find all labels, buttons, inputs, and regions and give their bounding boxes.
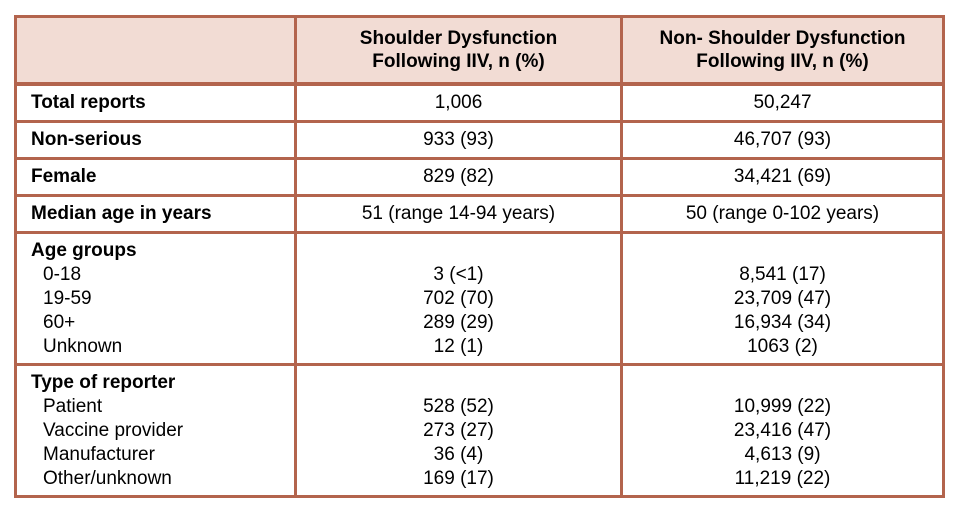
reporter-types-nsd-values: 10,999 (22) 23,416 (47) 4,613 (9) 11,219… <box>620 363 945 498</box>
reporter-type-nsd: 23,416 (47) <box>733 420 832 441</box>
age-groups-labels: Age groups 0-18 19-59 60+ Unknown <box>14 231 297 366</box>
age-group-sd: 12 (1) <box>433 336 484 357</box>
age-group-sd: 289 (29) <box>423 312 494 333</box>
row-label: Total reports <box>14 82 297 123</box>
table-row: Median age in years 51 (range 14-94 year… <box>14 194 945 234</box>
row-value-nsd: 50 (range 0-102 years) <box>620 194 945 234</box>
age-groups-nsd-values: 8,541 (17) 23,709 (47) 16,934 (34) 1063 … <box>620 231 945 366</box>
row-value-sd: 1,006 <box>294 82 623 123</box>
age-group-nsd: 1063 (2) <box>747 336 818 357</box>
table-row: Non-serious 933 (93) 46,707 (93) <box>14 120 945 160</box>
header-col2-line1: Shoulder Dysfunction <box>359 28 558 49</box>
age-group-nsd: 16,934 (34) <box>733 312 832 333</box>
age-group-label: 19-59 <box>43 288 92 309</box>
table-row: Female 829 (82) 34,421 (69) <box>14 157 945 197</box>
header-empty-cell <box>14 15 297 86</box>
row-value-sd: 933 (93) <box>294 120 623 160</box>
header-col2-line2: Following IIV, n (%) <box>372 51 545 72</box>
row-label: Median age in years <box>14 194 297 234</box>
reporter-type-label: Vaccine provider <box>43 420 184 441</box>
reporter-type-label: Patient <box>43 396 103 417</box>
data-table-container: Shoulder Dysfunction Following IIV, n (%… <box>14 15 945 498</box>
row-value-nsd: 50,247 <box>620 82 945 123</box>
row-value-sd: 51 (range 14-94 years) <box>294 194 623 234</box>
header-col3-line2: Following IIV, n (%) <box>696 51 869 72</box>
header-non-shoulder-dysfunction: Non- Shoulder Dysfunction Following IIV,… <box>620 15 945 86</box>
header-col3-line1: Non- Shoulder Dysfunction <box>659 28 906 49</box>
age-group-label: 60+ <box>43 312 76 333</box>
age-groups-title: Age groups <box>31 240 137 261</box>
age-group-label: Unknown <box>43 336 123 357</box>
age-group-label: 0-18 <box>43 264 82 285</box>
row-label: Non-serious <box>14 120 297 160</box>
reporter-types-sd-values: 528 (52) 273 (27) 36 (4) 169 (17) <box>294 363 623 498</box>
reporter-type-nsd: 10,999 (22) <box>733 396 832 417</box>
reporter-type-sd: 273 (27) <box>423 420 494 441</box>
header-shoulder-dysfunction: Shoulder Dysfunction Following IIV, n (%… <box>294 15 623 86</box>
age-groups-row: Age groups 0-18 19-59 60+ Unknown 3 (<1)… <box>14 231 945 366</box>
comparison-table: Shoulder Dysfunction Following IIV, n (%… <box>14 15 945 498</box>
table-row: Total reports 1,006 50,247 <box>14 82 945 123</box>
reporter-type-nsd: 4,613 (9) <box>744 444 821 465</box>
row-value-nsd: 34,421 (69) <box>620 157 945 197</box>
age-groups-sd-values: 3 (<1) 702 (70) 289 (29) 12 (1) <box>294 231 623 366</box>
row-value-sd: 829 (82) <box>294 157 623 197</box>
reporter-type-sd: 169 (17) <box>423 468 494 489</box>
reporter-type-label: Other/unknown <box>43 468 172 489</box>
reporter-type-sd: 36 (4) <box>433 444 484 465</box>
age-group-sd: 3 (<1) <box>433 264 484 285</box>
reporter-types-row: Type of reporter Patient Vaccine provide… <box>14 363 945 498</box>
age-group-sd: 702 (70) <box>423 288 494 309</box>
reporter-type-nsd: 11,219 (22) <box>734 468 831 489</box>
row-label: Female <box>14 157 297 197</box>
reporter-types-labels: Type of reporter Patient Vaccine provide… <box>14 363 297 498</box>
reporter-type-sd: 528 (52) <box>423 396 494 417</box>
age-group-nsd: 23,709 (47) <box>733 288 832 309</box>
header-row: Shoulder Dysfunction Following IIV, n (%… <box>14 15 945 86</box>
reporter-type-label: Manufacturer <box>43 444 155 465</box>
age-group-nsd: 8,541 (17) <box>739 264 826 285</box>
row-value-nsd: 46,707 (93) <box>620 120 945 160</box>
reporter-types-title: Type of reporter <box>31 372 176 393</box>
